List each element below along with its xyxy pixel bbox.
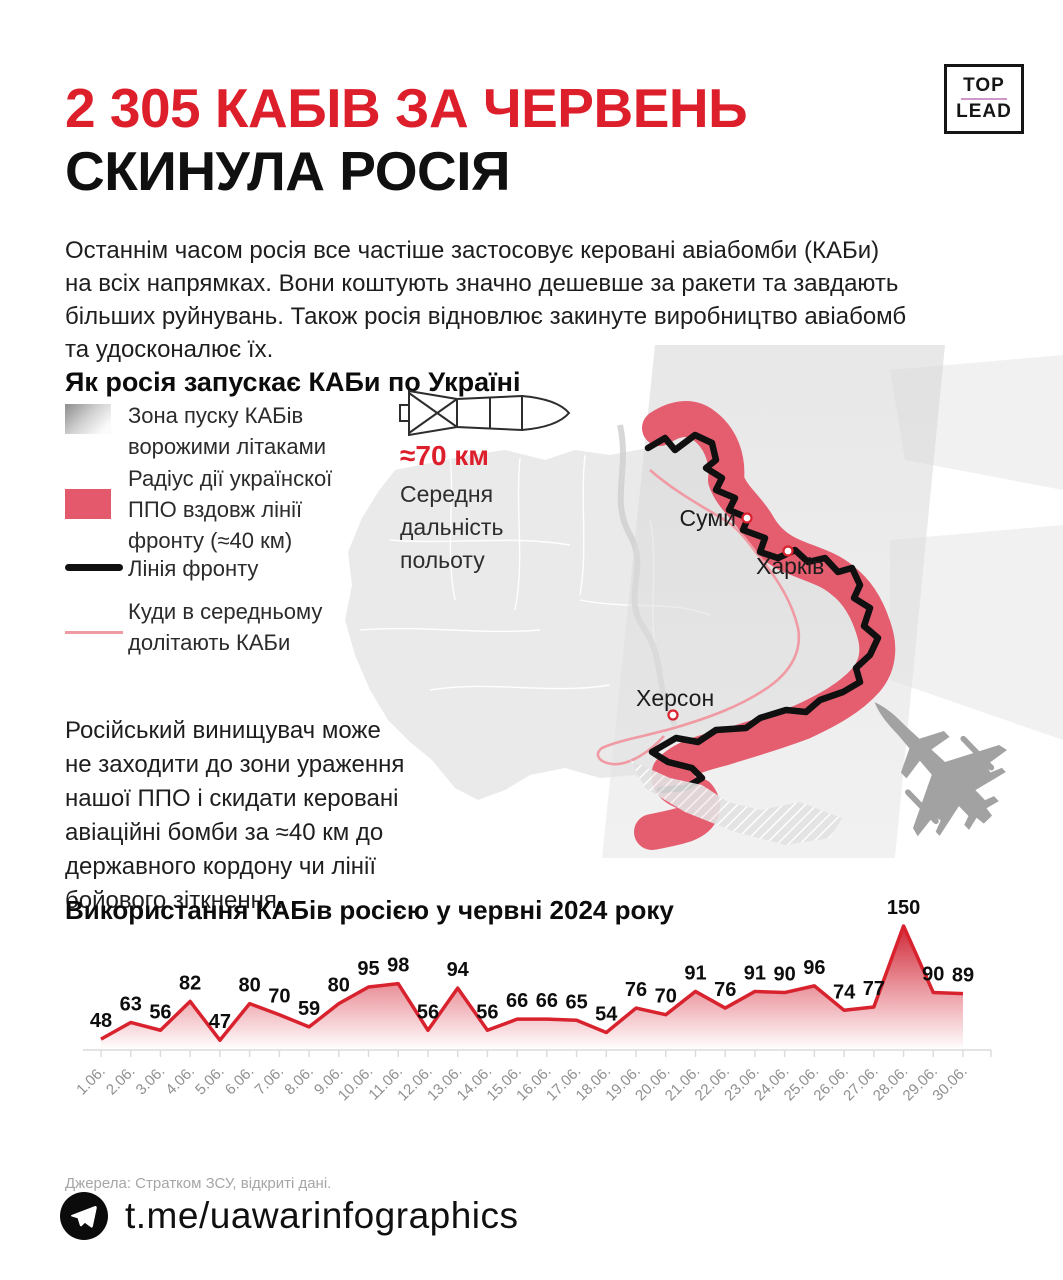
front-line-swatch-icon xyxy=(65,564,123,571)
value-label: 76 xyxy=(714,979,736,1001)
fighter-note: Російський винищувач може не заходити до… xyxy=(65,717,405,914)
legend-item-kab-reach: Куди в середньому долітають КАБи xyxy=(65,596,368,658)
value-label: 74 xyxy=(833,981,856,1003)
chart-area xyxy=(101,926,963,1050)
x-tick-label: 4.06. xyxy=(162,1063,198,1099)
aerial-bomb-icon xyxy=(399,389,571,437)
kab-launch-zone-band xyxy=(602,345,945,858)
value-label: 56 xyxy=(149,1001,171,1023)
legend-item-front-line: Лінія фронту xyxy=(65,553,368,584)
kab-usage-chart: 48 63 56 82 47 80 70 59 80 95 98 56 94 56 66 66 65 54 76 70… xyxy=(73,898,992,1105)
city-marker-kharkiv xyxy=(782,545,794,557)
front-line xyxy=(644,431,882,794)
x-tick-label: 8.06. xyxy=(281,1063,317,1099)
russia-territory-shape xyxy=(890,525,1063,740)
city-sumy: Суми xyxy=(679,505,753,531)
value-label: 70 xyxy=(655,986,677,1008)
value-label: 65 xyxy=(565,991,587,1013)
city-label-kharkiv: Харків xyxy=(756,553,824,579)
bomb-range-value: ≈70 км xyxy=(400,440,490,471)
value-label: 82 xyxy=(179,972,201,994)
city-label-sumy: Суми xyxy=(679,505,736,531)
value-label: 76 xyxy=(625,979,647,1001)
intro-paragraph: Останнім часом росія все частіше застосо… xyxy=(65,237,907,363)
value-label: 70 xyxy=(268,986,290,1008)
legend-item-launch-zone: Зона пуску КАБів ворожими літаками xyxy=(65,400,368,462)
x-tick-label: 10.06. xyxy=(335,1063,377,1105)
value-label: 95 xyxy=(357,958,379,980)
value-label: 63 xyxy=(120,993,142,1015)
value-label: 80 xyxy=(328,975,350,997)
telegram-link[interactable]: t.me/uawarinfographics xyxy=(125,1195,519,1236)
legend-label: Куди в середньому долітають КАБи xyxy=(128,599,323,655)
value-label: 98 xyxy=(387,955,409,977)
map-section-heading: Як росія запускає КАБи по Україні xyxy=(65,367,521,398)
value-label: 59 xyxy=(298,998,320,1020)
city-kherson: Херсон xyxy=(636,685,714,721)
kab-reach-line xyxy=(596,469,801,766)
logo-divider xyxy=(961,98,1007,100)
value-label: 56 xyxy=(476,1001,498,1023)
chart-title: Використання КАБів росією у червні 2024 … xyxy=(65,894,674,925)
city-kharkiv: Харків xyxy=(756,545,824,579)
value-label: 91 xyxy=(684,962,706,984)
value-label: 90 xyxy=(922,964,944,986)
title-line-1: 2 305 КАБІВ ЗА ЧЕРВЕНЬ xyxy=(65,77,748,140)
value-label: 47 xyxy=(209,1011,231,1033)
value-label: 54 xyxy=(595,1003,618,1025)
value-label: 56 xyxy=(417,1001,439,1023)
value-label: 89 xyxy=(952,965,974,987)
x-tick-label: 2.06. xyxy=(103,1063,139,1099)
legend-label: Лінія фронту xyxy=(128,556,259,581)
x-tick-label: 1.06. xyxy=(73,1063,109,1099)
chart-series-line xyxy=(100,924,964,1042)
title-line-2: СКИНУЛА РОСІЯ xyxy=(65,140,511,203)
value-label: 150 xyxy=(887,898,920,919)
value-label: 91 xyxy=(744,962,766,984)
city-marker-sumy xyxy=(741,512,753,524)
page-title: 2 305 КАБІВ ЗА ЧЕРВЕНЬ СКИНУЛА РОСІЯ xyxy=(65,77,748,203)
value-label: 66 xyxy=(536,990,558,1012)
oblast-borders xyxy=(359,454,711,691)
footer: t.me/uawarinfographics xyxy=(60,1192,519,1240)
toplead-logo: TOP LEAD xyxy=(944,64,1024,134)
value-label: 94 xyxy=(447,959,470,981)
x-tick-label: 30.06. xyxy=(929,1063,971,1105)
city-marker-kherson xyxy=(667,709,679,721)
fighter-jet-icon xyxy=(874,702,1008,837)
x-tick-label: 7.06. xyxy=(252,1063,288,1099)
logo-top-text: TOP xyxy=(963,75,1005,96)
legend-label: Зона пуску КАБів ворожими літаками xyxy=(128,403,326,459)
legend-label: Радіус дії українскої ППО вздовж лінії ф… xyxy=(128,466,333,553)
kab-reach-swatch-icon xyxy=(65,631,123,634)
source-note: Джерела: Стратком ЗСУ, відкриті дані. xyxy=(65,1175,332,1192)
x-tick-label: 6.06. xyxy=(222,1063,258,1099)
value-label: 96 xyxy=(803,957,825,979)
x-tick-label: 5.06. xyxy=(192,1063,228,1099)
legend-item-ppo-band: Радіус дії українскої ППО вздовж лінії ф… xyxy=(65,463,368,556)
telegram-icon xyxy=(60,1192,108,1240)
launch-zone-swatch-icon xyxy=(65,404,111,434)
crimea-hatched-shape xyxy=(630,760,842,845)
bomb-range-caption: Середня дальність польоту xyxy=(400,481,504,573)
value-label: 77 xyxy=(863,978,885,1000)
city-label-kherson: Херсон xyxy=(636,685,714,711)
value-label: 66 xyxy=(506,990,528,1012)
value-label: 90 xyxy=(774,964,796,986)
x-tick-label: 3.06. xyxy=(133,1063,169,1099)
ukraine-map: Суми Харків Херсон xyxy=(345,345,1063,858)
logo-lead-text: LEAD xyxy=(956,101,1012,122)
value-label: 48 xyxy=(90,1010,112,1032)
value-label: 80 xyxy=(238,975,260,997)
ppo-band-swatch-icon xyxy=(65,489,111,519)
